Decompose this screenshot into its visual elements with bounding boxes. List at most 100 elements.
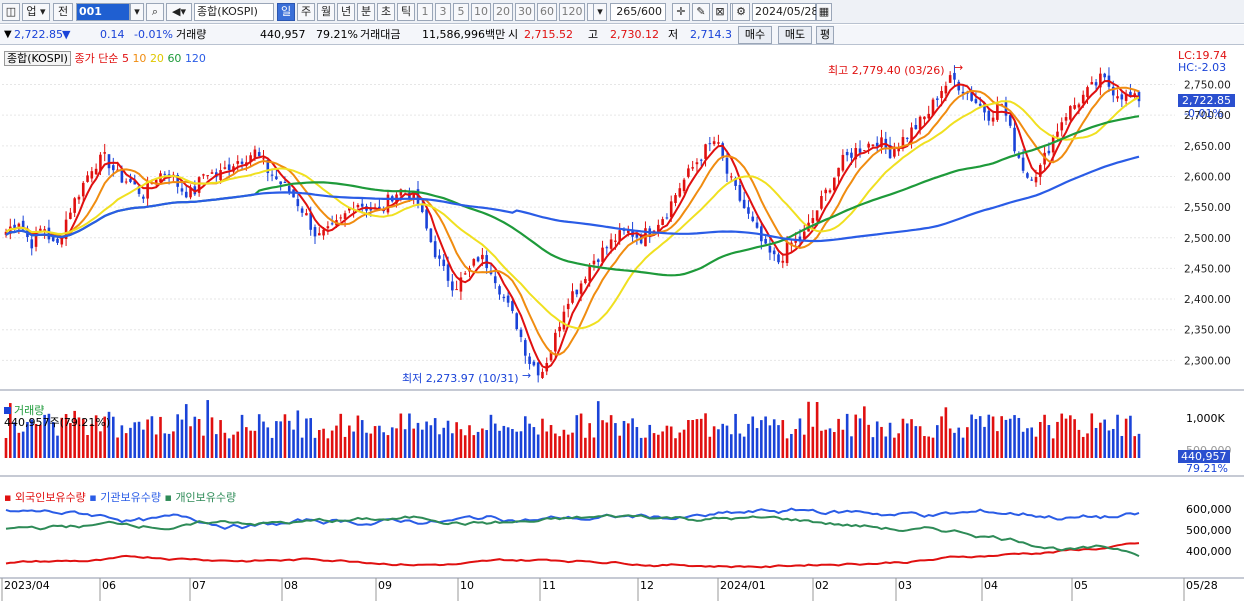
count-field[interactable]: 265/600	[610, 3, 666, 21]
volume-bar	[197, 419, 201, 458]
candle-body	[1030, 179, 1034, 181]
candle-body	[360, 203, 364, 207]
minute-3[interactable]: 3	[435, 3, 451, 21]
minute-1[interactable]: 1	[417, 3, 433, 21]
candle-body	[1017, 154, 1021, 158]
period-day[interactable]: 일	[277, 3, 295, 21]
candle-body	[1111, 86, 1115, 96]
candle-body	[832, 177, 836, 191]
price-change: 0.14	[100, 28, 125, 41]
candle-body	[588, 265, 591, 282]
price-tick-label: 2,350.00	[1184, 325, 1231, 337]
period-tick[interactable]: 틱	[397, 3, 415, 21]
candle-body	[124, 181, 128, 183]
candle-body	[562, 311, 566, 330]
volume-bar	[1073, 419, 1076, 458]
speaker-icon[interactable]: ◀▾	[166, 3, 192, 21]
calendar-icon[interactable]: ▦	[816, 3, 832, 21]
minute-60[interactable]: 60	[537, 3, 557, 21]
date-field[interactable]: 2024/05/28	[752, 3, 818, 21]
search-icon[interactable]: ⌕	[146, 3, 164, 21]
holdings-legend: ▪ 외국인보유수량 ▪ 기관보유수량 ▪ 개인보유수량	[4, 489, 236, 505]
candle-body	[863, 150, 866, 152]
sell-button[interactable]: 매도	[778, 26, 812, 44]
settings-gear-icon[interactable]: ⚙	[732, 3, 750, 21]
candle-body	[279, 181, 282, 185]
period-week[interactable]: 주	[297, 3, 315, 21]
volume-bar	[60, 417, 64, 458]
minute-5[interactable]: 5	[453, 3, 469, 21]
volume-bar	[824, 429, 828, 458]
candle-body	[326, 226, 330, 229]
volume-bar	[455, 422, 458, 458]
minute-10[interactable]: 10	[471, 3, 491, 21]
volume-bar	[841, 429, 845, 458]
volume-bar	[515, 431, 519, 458]
volume-bar	[150, 416, 154, 458]
draw-tool-icon[interactable]: ✎	[692, 3, 710, 21]
period-minute[interactable]: 분	[357, 3, 375, 21]
candle-body	[1120, 94, 1124, 100]
candle-body	[1099, 73, 1102, 88]
code-dropdown-icon[interactable]: ▾	[130, 3, 144, 21]
volume-bar	[717, 429, 720, 458]
candle-body	[154, 179, 158, 185]
candle-body	[202, 174, 205, 176]
volume-bar	[626, 423, 630, 458]
chart-tool-icon[interactable]: ⊠	[712, 3, 728, 21]
volume-label: 거래량	[176, 28, 207, 41]
period-month[interactable]: 월	[317, 3, 335, 21]
volume-bar	[94, 415, 98, 458]
candle-body	[901, 137, 905, 148]
candle-body	[1073, 105, 1076, 109]
candle-body	[871, 144, 875, 147]
volume-bar	[403, 429, 407, 458]
period-second[interactable]: 초	[377, 3, 395, 21]
candle-body	[317, 233, 321, 236]
index-tag[interactable]: 종합(KOSPI)	[4, 51, 71, 66]
price-tick-label: 2,400.00	[1184, 294, 1231, 306]
current-price-tag: 2,722.85	[1178, 94, 1235, 107]
minute-20[interactable]: 20	[493, 3, 513, 21]
window-icon[interactable]: ◫	[2, 3, 20, 21]
chart-area[interactable]: 2,750.00 2,700.00 2,650.00 2,600.00 2,550.00…	[0, 46, 1244, 601]
volume-legend-value: 440,957주(79.21%)	[4, 416, 111, 429]
volume-bar	[1051, 438, 1055, 458]
crosshair-icon[interactable]: ✛	[672, 3, 690, 21]
index-name-field[interactable]: 종합(KOSPI)	[194, 3, 274, 21]
candle-body	[223, 167, 227, 169]
volume-bar	[390, 427, 394, 458]
volume-bar	[1034, 436, 1038, 458]
buy-button[interactable]: 매수	[738, 26, 772, 44]
minute-30[interactable]: 30	[515, 3, 535, 21]
candle-body	[596, 259, 600, 262]
volume-bar	[1000, 416, 1003, 458]
volume-bar	[56, 435, 59, 458]
code-input[interactable]: 001	[76, 3, 130, 21]
price-tick-label: 2,550.00	[1184, 202, 1231, 214]
volume-bar	[532, 427, 536, 458]
volume-bar	[1064, 418, 1068, 458]
candle-body	[717, 142, 720, 144]
holdings-lines	[5, 507, 1140, 569]
volume-bar	[674, 438, 677, 458]
eval-button[interactable]: 평	[816, 26, 834, 44]
candle-body	[257, 152, 261, 157]
volume-bar	[781, 420, 785, 458]
volume-bar	[438, 434, 441, 458]
candle-body	[1008, 115, 1012, 126]
minute-120[interactable]: 120	[559, 3, 585, 21]
custom-period-arrow-icon[interactable]: ▾	[593, 3, 607, 21]
period-year[interactable]: 년	[337, 3, 355, 21]
candle-body	[266, 159, 270, 174]
candle-body	[34, 231, 38, 247]
prev-button[interactable]: 전	[53, 3, 73, 21]
candle-body	[129, 178, 132, 182]
candle-body	[1103, 73, 1106, 78]
volume-bar	[73, 410, 76, 458]
volume-bar	[300, 437, 304, 458]
volume-bar	[279, 421, 282, 458]
candle-body	[661, 219, 664, 225]
candle-body	[262, 158, 265, 160]
market-select[interactable]: 업 ▾	[22, 3, 50, 21]
